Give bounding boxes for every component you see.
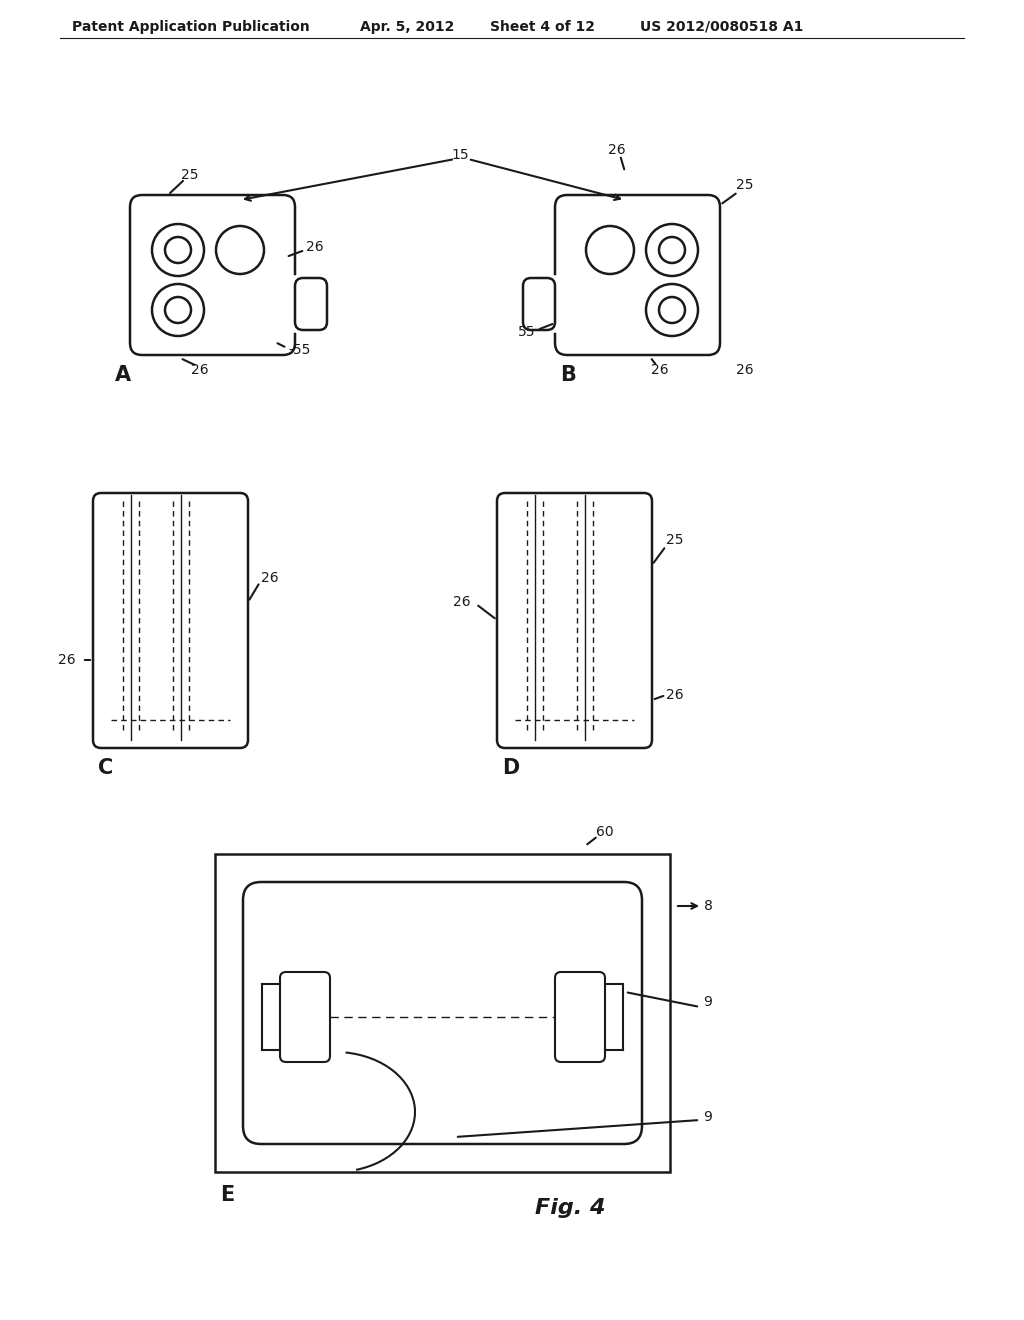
Text: 26: 26 <box>261 572 279 585</box>
Text: 60: 60 <box>596 825 613 840</box>
Text: B: B <box>560 366 575 385</box>
Text: C: C <box>98 758 114 777</box>
Text: 26: 26 <box>306 240 324 253</box>
Text: Sheet 4 of 12: Sheet 4 of 12 <box>490 20 595 34</box>
Text: Apr. 5, 2012: Apr. 5, 2012 <box>360 20 455 34</box>
Text: A: A <box>115 366 131 385</box>
Text: 26: 26 <box>608 143 626 157</box>
Text: 26: 26 <box>736 363 754 378</box>
Text: US 2012/0080518 A1: US 2012/0080518 A1 <box>640 20 804 34</box>
Text: 9: 9 <box>703 995 713 1008</box>
Text: -55: -55 <box>288 343 310 356</box>
Bar <box>293 279 297 330</box>
Text: 26: 26 <box>454 595 471 609</box>
Text: 25: 25 <box>667 533 684 546</box>
Text: D: D <box>502 758 519 777</box>
Text: Patent Application Publication: Patent Application Publication <box>72 20 309 34</box>
Text: 8: 8 <box>703 899 713 913</box>
Text: 9: 9 <box>703 1110 713 1125</box>
Text: 25: 25 <box>181 168 199 182</box>
Bar <box>553 279 557 330</box>
Text: Fig. 4: Fig. 4 <box>535 1199 605 1218</box>
Text: 26: 26 <box>191 363 209 378</box>
Text: 25: 25 <box>736 178 754 191</box>
Text: E: E <box>220 1185 234 1205</box>
Text: 26: 26 <box>58 653 76 667</box>
Text: 26: 26 <box>651 363 669 378</box>
Bar <box>215 854 670 1172</box>
Text: 26: 26 <box>667 688 684 702</box>
Text: 55: 55 <box>518 325 536 339</box>
Text: 15: 15 <box>452 148 469 162</box>
